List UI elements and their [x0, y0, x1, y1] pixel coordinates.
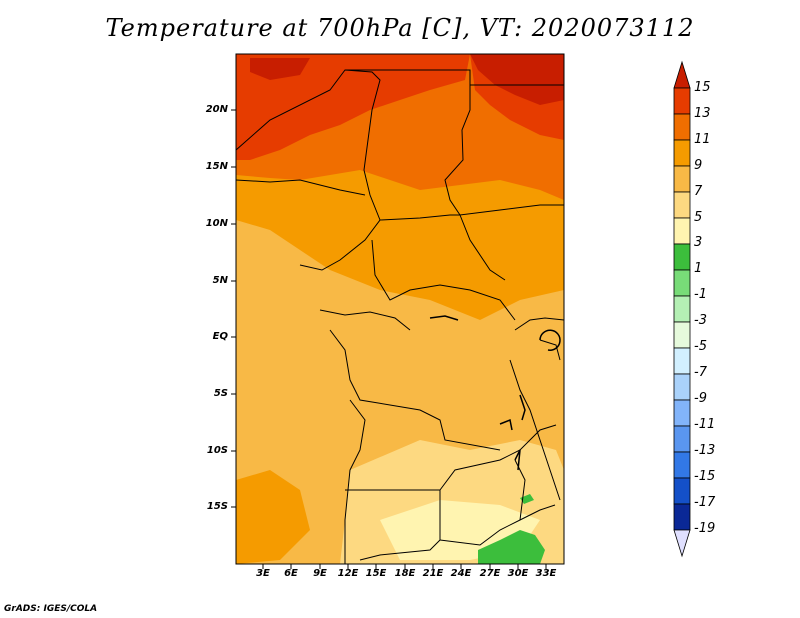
lon-label-24e: 24E — [450, 568, 472, 579]
colorbar-swatch — [673, 347, 691, 375]
colorbar-label-neg1: -1 — [694, 287, 707, 302]
colorbar-label-neg3: -3 — [694, 313, 707, 328]
colorbar-swatch — [673, 139, 691, 167]
temperature-field — [236, 54, 564, 564]
colorbar-label-neg13: -13 — [694, 443, 716, 458]
lon-label-12e: 12E — [337, 568, 359, 579]
lon-label-3e: 3E — [256, 568, 270, 579]
colorbar-swatch — [673, 529, 691, 558]
colorbar-label-11: 11 — [694, 132, 711, 147]
lat-label-15s: 15S — [206, 501, 228, 512]
lat-label-5s: 5S — [213, 388, 228, 399]
lon-label-9e: 9E — [313, 568, 327, 579]
colorbar-label-1: 1 — [694, 261, 703, 276]
colorbar-swatch — [673, 503, 691, 531]
colorbar-label-9: 9 — [694, 158, 703, 173]
colorbar-swatch — [673, 295, 691, 323]
lon-label-21e: 21E — [422, 568, 444, 579]
colorbar-label-3: 3 — [694, 235, 703, 250]
grads-credit: GrADS: IGES/COLA — [4, 604, 98, 614]
colorbar-swatch — [673, 451, 691, 479]
lakes — [429, 315, 561, 471]
colorbar — [673, 60, 691, 558]
lon-label-18e: 18E — [394, 568, 416, 579]
colorbar-label-neg11: -11 — [694, 417, 716, 432]
lat-label-10n: 10N — [205, 218, 228, 229]
lon-label-27e: 27E — [479, 568, 501, 579]
colorbar-label-neg7: -7 — [694, 365, 707, 380]
colorbar-label-neg17: -17 — [694, 495, 716, 510]
lon-label-30e: 30E — [507, 568, 529, 579]
colorbar-label-13: 13 — [694, 106, 711, 121]
colorbar-swatch — [673, 477, 691, 505]
lat-label-eq: EQ — [212, 331, 228, 342]
map-frame — [235, 53, 565, 565]
lat-label-20n: 20N — [205, 104, 228, 115]
axis-ticks — [231, 109, 547, 569]
colorbar-swatch — [673, 217, 691, 245]
colorbar-label-neg15: -15 — [694, 469, 716, 484]
colorbar-swatch — [673, 399, 691, 427]
lat-label-5n: 5N — [212, 275, 228, 286]
colorbar-swatch — [673, 113, 691, 141]
lon-label-6e: 6E — [284, 568, 298, 579]
colorbar-swatch — [673, 425, 691, 453]
colorbar-swatch — [673, 321, 691, 349]
colorbar-label-5: 5 — [694, 210, 703, 225]
country-borders — [235, 69, 565, 564]
colorbar-swatch — [673, 269, 691, 297]
colorbar-swatch — [673, 60, 691, 89]
lon-label-33e: 33E — [535, 568, 557, 579]
map-title: Temperature at 700hPa [C], VT: 202007311… — [105, 14, 695, 42]
colorbar-swatch — [673, 373, 691, 401]
colorbar-swatch — [673, 191, 691, 219]
colorbar-label-neg9: -9 — [694, 391, 707, 406]
lon-label-15e: 15E — [365, 568, 387, 579]
colorbar-swatch — [673, 165, 691, 193]
colorbar-label-7: 7 — [694, 184, 703, 199]
lat-label-10s: 10S — [206, 445, 228, 456]
colorbar-swatch — [673, 87, 691, 115]
colorbar-label-neg19: -19 — [694, 521, 716, 536]
colorbar-swatch — [673, 243, 691, 271]
lat-label-15n: 15N — [205, 161, 228, 172]
colorbar-label-neg5: -5 — [694, 339, 707, 354]
colorbar-label-15: 15 — [694, 80, 711, 95]
